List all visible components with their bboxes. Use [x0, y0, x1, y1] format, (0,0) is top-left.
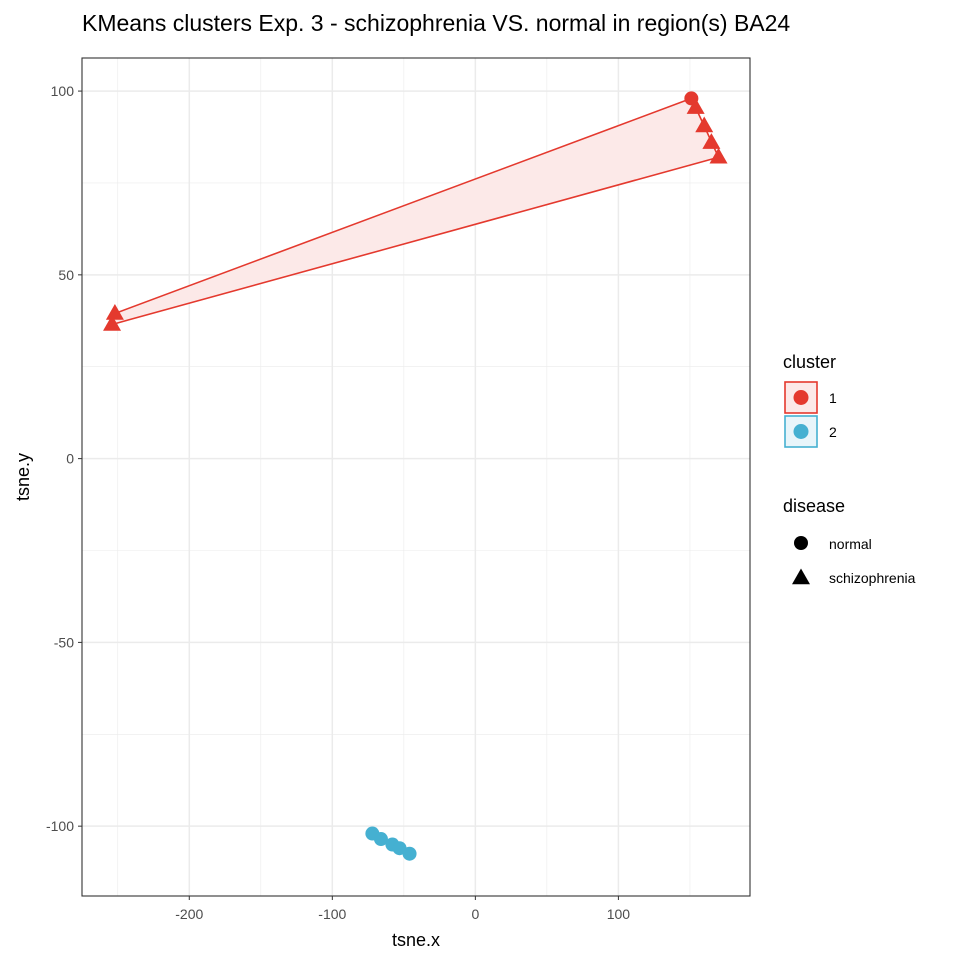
cluster-legend-key-dot [793, 390, 809, 405]
data-point-schizophrenia [709, 147, 728, 164]
y-tick-label: 0 [66, 451, 74, 467]
disease-legend-keys: normal schizophrenia [792, 536, 916, 586]
x-tick-label: 100 [607, 906, 631, 922]
y-tick-label: 50 [58, 267, 74, 283]
x-axis: -200 -100 0 100 [175, 896, 630, 922]
cluster-legend-key-dot [793, 424, 809, 439]
plot-panel [81, 57, 751, 897]
x-tick-label: 0 [471, 906, 479, 922]
disease-legend-label: schizophrenia [829, 570, 916, 586]
cluster-legend-keys: 12 [784, 381, 837, 448]
disease-legend-key-triangle [792, 568, 810, 585]
panel-background [82, 58, 750, 896]
y-tick-label: -50 [54, 634, 74, 650]
disease-legend-key-circle [794, 536, 808, 550]
cluster-legend-label: 1 [829, 390, 837, 406]
y-tick-label: -100 [46, 818, 74, 834]
data-point-normal [402, 846, 417, 861]
chart-title: KMeans clusters Exp. 3 - schizophrenia V… [82, 10, 790, 36]
panel-border [81, 57, 751, 897]
data-points [103, 91, 728, 861]
y-tick-label: 100 [51, 83, 75, 99]
data-point-schizophrenia [105, 303, 124, 320]
data-point-normal [373, 832, 388, 847]
data-point-schizophrenia [695, 116, 714, 133]
disease-legend: disease normal schizophrenia [783, 496, 916, 586]
x-tick-label: -200 [175, 906, 203, 922]
data-point-schizophrenia [702, 133, 721, 149]
x-tick-label: -100 [318, 906, 346, 922]
disease-legend-label: normal [829, 536, 872, 552]
data-point-schizophrenia [103, 315, 122, 331]
cluster-legend-title: cluster [783, 352, 836, 372]
data-point-schizophrenia [686, 98, 705, 114]
cluster-legend: cluster 12 [783, 352, 837, 448]
y-axis: -100 -50 0 50 100 [46, 83, 82, 834]
disease-legend-title: disease [783, 496, 845, 516]
x-axis-title: tsne.x [392, 930, 440, 950]
cluster-legend-label: 2 [829, 424, 837, 440]
y-axis-title: tsne.y [13, 453, 33, 501]
